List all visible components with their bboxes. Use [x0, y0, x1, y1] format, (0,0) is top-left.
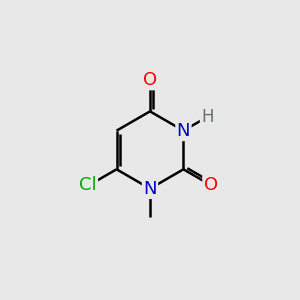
Text: H: H — [201, 108, 214, 126]
Text: N: N — [177, 122, 190, 140]
Text: N: N — [143, 180, 157, 198]
Text: O: O — [143, 71, 157, 89]
Text: Cl: Cl — [79, 176, 97, 194]
Text: O: O — [204, 176, 218, 194]
